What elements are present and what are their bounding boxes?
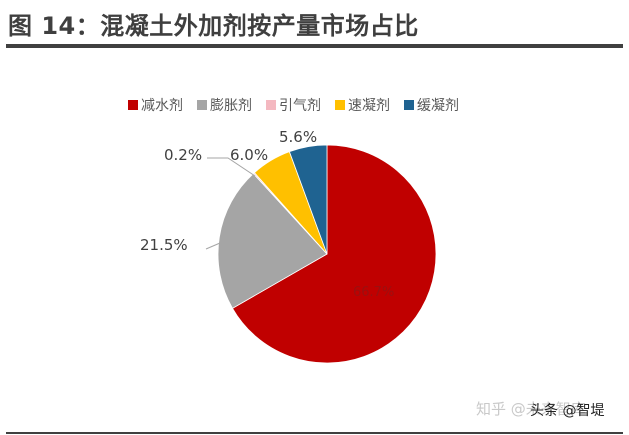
leader-line xyxy=(207,157,256,177)
legend-item: 减水剂 xyxy=(128,95,183,115)
data-label: 5.6% xyxy=(279,128,317,146)
legend-item: 膨胀剂 xyxy=(197,95,252,115)
pie-slice-2 xyxy=(217,173,328,309)
watermark-secondary: 头条 @智堤 xyxy=(530,403,605,419)
pie-slices xyxy=(217,144,437,364)
pie-slice-5 xyxy=(288,144,328,255)
legend-swatch xyxy=(404,100,414,110)
legend-label: 减水剂 xyxy=(141,98,183,114)
legend-label: 引气剂 xyxy=(279,98,321,114)
data-label: 0.2% xyxy=(164,146,202,164)
legend-item: 速凝剂 xyxy=(335,95,390,115)
legend-swatch xyxy=(128,100,138,110)
legend-label: 膨胀剂 xyxy=(210,98,252,114)
legend-swatch xyxy=(335,100,345,110)
legend-label: 缓凝剂 xyxy=(417,98,459,114)
leader-line xyxy=(205,242,221,250)
legend: 减水剂 膨胀剂 引气剂 速凝剂 缓凝剂 xyxy=(128,95,459,115)
chart-title: 图 14：混凝土外加剂按产量市场占比 xyxy=(8,12,419,40)
legend-item: 缓凝剂 xyxy=(404,95,459,115)
legend-swatch xyxy=(197,100,207,110)
legend-swatch xyxy=(266,100,276,110)
legend-item: 引气剂 xyxy=(266,95,321,115)
legend-label: 速凝剂 xyxy=(348,98,390,114)
data-label: 6.0% xyxy=(230,146,268,164)
title-divider xyxy=(6,44,623,48)
watermark: 知乎 @未来智库 xyxy=(476,400,586,418)
data-label: 66.7% xyxy=(353,285,394,300)
data-label: 21.5% xyxy=(140,236,188,254)
pie-slice-1 xyxy=(231,144,437,364)
bottom-divider xyxy=(6,432,623,434)
